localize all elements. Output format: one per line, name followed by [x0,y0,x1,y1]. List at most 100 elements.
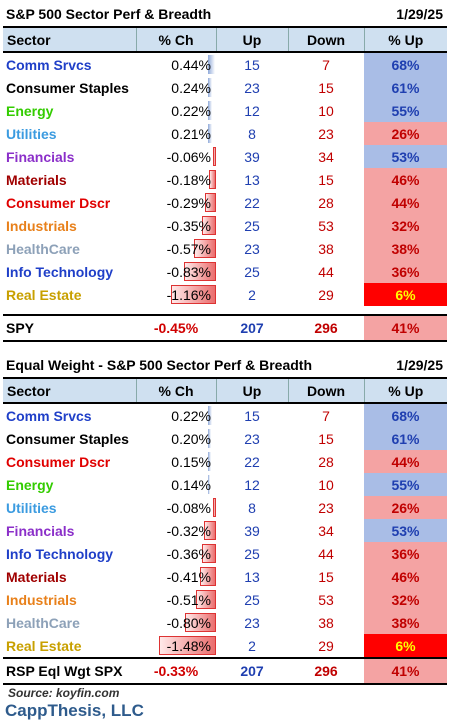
down-count: 29 [318,637,334,654]
pct-change-bar [208,452,211,471]
sector-name: HealthCare [6,614,80,631]
pct-change-value: 0.24% [171,79,211,96]
sector-name: Real Estate [6,286,82,303]
up-count: 23 [244,430,260,447]
sector-name: Consumer Staples [6,430,129,447]
pct-up-badge: 55% [364,99,447,122]
sector-name: Materials [6,171,67,188]
pct-change-cell: -0.41% [136,565,216,588]
pct-change-cell: -0.32% [136,519,216,542]
down-count: 15 [318,430,334,447]
pct-change-cell: 0.21% [136,122,216,145]
footer-row: SPY -0.45% 207 296 41% [3,315,447,341]
table-row: HealthCare -0.57% 23 38 38% [3,237,447,260]
down-count: 29 [318,286,334,303]
header-up: Up [216,27,289,52]
down-count: 28 [318,194,334,211]
up-count: 8 [248,125,256,142]
up-count: 39 [244,522,260,539]
pct-change-cell: -0.57% [136,237,216,260]
up-count: 22 [244,453,260,470]
sector-name: Comm Srvcs [6,56,92,73]
header-pct-ch: % Ch [136,378,217,403]
table-row: Comm Srvcs 0.44% 15 7 68% [3,52,447,76]
pct-up-badge: 46% [364,168,447,191]
header-down: Down [288,27,365,52]
down-count: 53 [318,591,334,608]
footer-pct-up: 41% [364,315,447,341]
pct-change-cell: -0.18% [136,168,216,191]
pct-change-value: -0.06% [166,148,211,165]
pct-up-badge: 36% [364,542,447,565]
down-count: 10 [318,102,334,119]
up-count: 13 [244,568,260,585]
down-count: 53 [318,217,334,234]
pct-up-badge: 38% [364,611,447,634]
pct-change-cell: -0.36% [136,542,216,565]
pct-change-bar [209,170,216,189]
pct-change-value: -0.80% [166,614,211,631]
down-count: 38 [318,614,334,631]
sector-name: Energy [6,102,54,119]
pct-change-bar [208,78,212,97]
pct-change-value: -0.35% [166,217,211,234]
pct-change-bar [213,147,216,166]
sector-name: Financials [6,148,75,165]
table-row: Materials -0.41% 13 15 46% [3,565,447,588]
down-count: 23 [318,499,334,516]
table-row: Consumer Dscr -0.29% 22 28 44% [3,191,447,214]
table-row: Industrials -0.51% 25 53 32% [3,588,447,611]
pct-change-value: -0.83% [166,263,211,280]
down-count: 38 [318,240,334,257]
table-row: Real Estate -1.48% 2 29 6% [3,634,447,658]
sector-name: Consumer Staples [6,79,129,96]
pct-change-value: -0.32% [166,522,211,539]
sector-table-2: Sector % Ch Up Down % Up Comm Srvcs 0.22%… [3,377,447,685]
footer-up: 207 [240,320,264,336]
pct-change-bar [202,544,216,563]
pct-change-value: 0.20% [171,430,211,447]
pct-change-bar [200,567,216,586]
footer-pct-ch: -0.45% [153,320,199,336]
table2-title: Equal Weight - S&P 500 Sector Perf & Bre… [6,357,313,373]
pct-up-badge: 44% [364,450,447,473]
down-count: 15 [318,568,334,585]
table-row: Financials -0.32% 39 34 53% [3,519,447,542]
sector-name: Utilities [6,499,57,516]
pct-change-cell: -0.06% [136,145,216,168]
pct-change-value: 0.14% [171,476,211,493]
up-count: 25 [244,263,260,280]
pct-up-badge: 26% [364,122,447,145]
pct-up-badge: 53% [364,145,447,168]
pct-change-bar [159,636,216,655]
pct-change-cell: 0.14% [136,473,216,496]
sector-name: Consumer Dscr [6,453,111,470]
up-count: 25 [244,591,260,608]
pct-change-bar [208,406,212,425]
up-count: 39 [244,148,260,165]
footer-down: 296 [314,663,338,679]
pct-change-value: -1.48% [166,637,211,654]
pct-change-value: 0.22% [171,102,211,119]
up-count: 15 [244,56,260,73]
sector-name: HealthCare [6,240,80,257]
pct-up-badge: 44% [364,191,447,214]
up-count: 15 [244,407,260,424]
sector-name: Utilities [6,125,57,142]
pct-up-badge: 6% [364,283,447,306]
table-row: Consumer Dscr 0.15% 22 28 44% [3,450,447,473]
table-row: Materials -0.18% 13 15 46% [3,168,447,191]
table-header: Sector % Ch Up Down % Up [3,27,447,52]
header-sector: Sector [3,378,137,403]
footer-label: SPY [6,320,35,336]
down-count: 7 [322,56,330,73]
sector-name: Energy [6,476,54,493]
down-count: 28 [318,453,334,470]
pct-up-badge: 32% [364,214,447,237]
footer-row: RSP Eql Wgt SPX -0.33% 207 296 41% [3,658,447,684]
table-header: Sector % Ch Up Down % Up [3,378,447,403]
table-row: Financials -0.06% 39 34 53% [3,145,447,168]
header-down: Down [288,378,365,403]
pct-change-value: 0.44% [171,56,211,73]
up-count: 12 [244,476,260,493]
